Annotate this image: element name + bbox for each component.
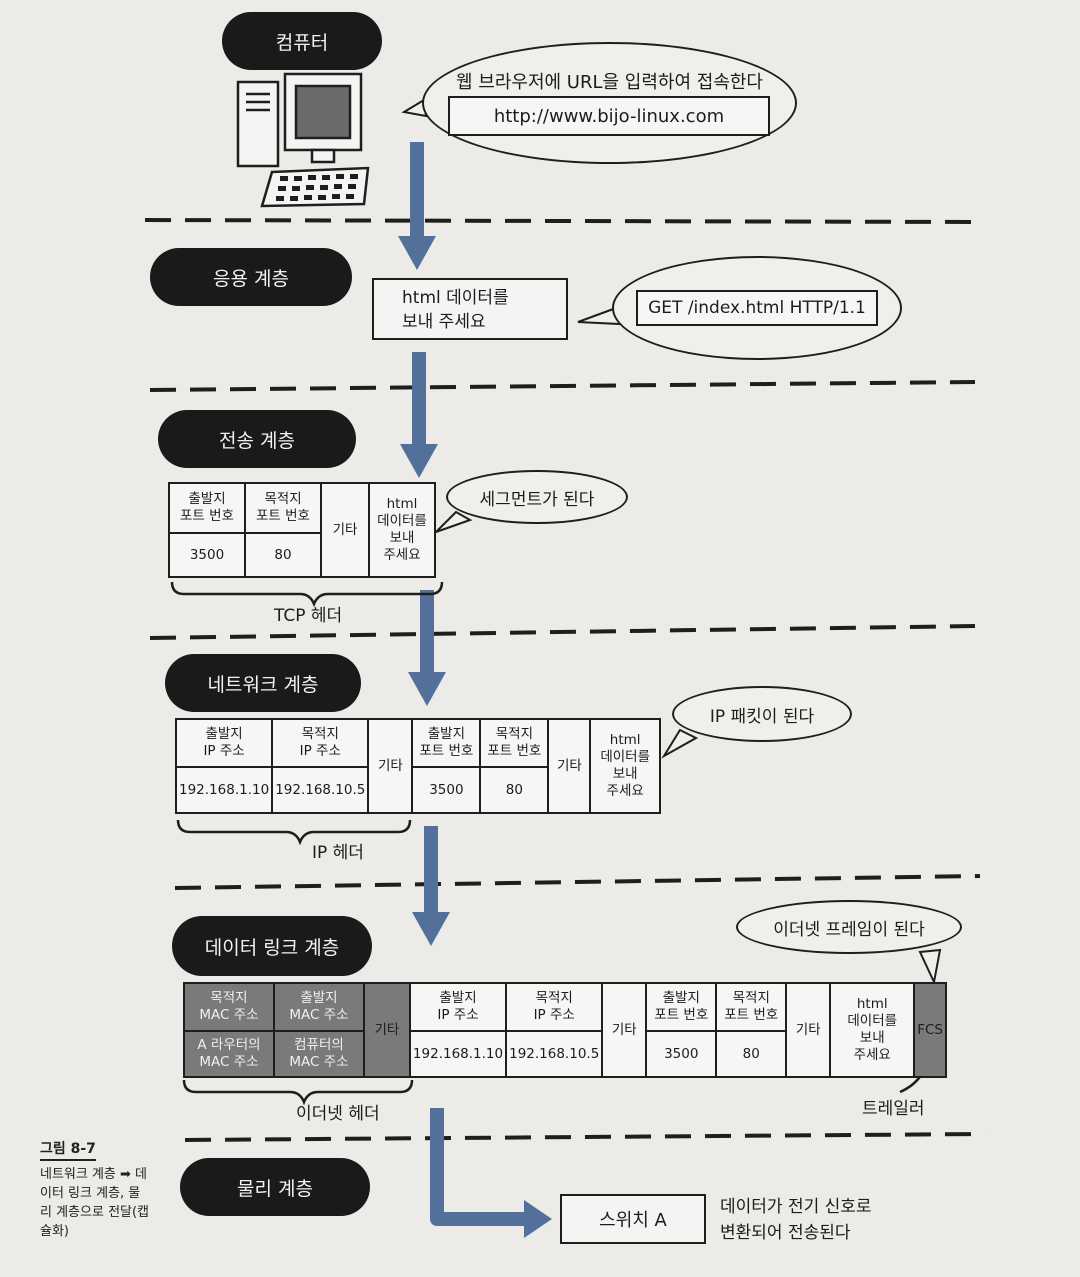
arrow-5-head	[524, 1200, 552, 1238]
ip-packet: 출발지 IP 주소 목적지 IP 주소 기타 출발지 포트 번호 목적지 포트 번호 기…	[174, 718, 661, 814]
caption-line-4: 슐화)	[40, 1224, 69, 1239]
arrow-5-shaft	[430, 1108, 528, 1226]
src-port-header: 출발지 포트 번호	[168, 482, 246, 534]
dst-ip-header: 목적지 IP 주소	[271, 718, 370, 768]
http-bubble: GET /index.html HTTP/1.1	[612, 256, 902, 360]
url-bubble-text: 웹 브라우저에 URL을 입력하여 접속한다	[456, 72, 763, 93]
request-line-2: 보내 주세요	[402, 312, 486, 332]
dst-mac-value: A 라우터의 MAC 주소	[183, 1030, 275, 1078]
segment-bubble: 세그먼트가 된다	[446, 470, 628, 524]
layer-network: 네트워크 계층	[165, 654, 361, 712]
src-mac-header: 출발지 MAC 주소	[272, 982, 365, 1032]
dst-port-value: 80	[244, 532, 322, 578]
packet-tcp-other: 기타	[547, 718, 592, 814]
ethernet-frame: 목적지 MAC 주소 출발지 MAC 주소 기타 출발지 IP 주소 목적지 IP 주소…	[183, 982, 947, 1078]
tcp-header-brace	[170, 581, 444, 608]
url-box: http://www.bijo-linux.com	[448, 96, 770, 136]
separator-3	[149, 624, 976, 640]
layer-transport: 전송 계층	[158, 410, 356, 468]
packet-dst-port-value: 80	[479, 766, 550, 814]
ethernet-header-brace	[182, 1079, 414, 1106]
physical-note-2: 변환되어 전송된다	[720, 1223, 851, 1243]
caption-line-2: 이터 링크 계층, 물	[40, 1186, 141, 1201]
packet-src-port-header: 출발지 포트 번호	[411, 718, 482, 768]
frame-other: 기타	[362, 982, 411, 1078]
frame-src-port-value: 3500	[645, 1030, 718, 1078]
src-ip-header: 출발지 IP 주소	[174, 718, 274, 768]
arrow-4-shaft	[424, 826, 438, 916]
physical-note-1: 데이터가 전기 신호로	[720, 1197, 872, 1217]
frame-dst-ip-header: 목적지 IP 주소	[505, 982, 604, 1032]
http-request-box: GET /index.html HTTP/1.1	[636, 290, 878, 326]
layer-physical: 물리 계층	[180, 1158, 370, 1216]
caption-line-3: 리 계층으로 전달(캡	[40, 1205, 150, 1220]
frame-tcp-other: 기타	[785, 982, 832, 1078]
dst-port-header: 목적지 포트 번호	[244, 482, 322, 534]
fcs-cell: FCS	[913, 982, 947, 1078]
ip-header-label: IP 헤더	[312, 843, 364, 863]
computer-illustration	[236, 72, 370, 208]
ip-other: 기타	[367, 718, 414, 814]
url-bubble: 웹 브라우저에 URL을 입력하여 접속한다 http://www.bijo-l…	[422, 42, 797, 164]
layer-datalink: 데이터 링크 계층	[172, 916, 372, 976]
figure-number: 그림 8-7	[40, 1140, 96, 1161]
ethernet-header-label: 이더넷 헤더	[296, 1104, 380, 1124]
layer-application: 응용 계층	[150, 248, 352, 306]
dst-ip-value: 192.168.10.5	[271, 766, 370, 814]
frame-ip-other: 기타	[601, 982, 648, 1078]
ip-header-brace	[176, 819, 412, 846]
src-ip-value: 192.168.1.10	[174, 766, 274, 814]
request-box: html 데이터를 보내 주세요	[372, 278, 568, 340]
frame-dst-ip-value: 192.168.10.5	[505, 1030, 604, 1078]
arrow-4-head	[412, 912, 450, 946]
frame-bubble-tail	[918, 948, 942, 986]
figure-caption: 그림 8-7 네트워크 계층 ➡ 데 이터 링크 계층, 물 리 계층으로 전달…	[40, 1140, 149, 1241]
separator-4	[174, 874, 981, 890]
separator-2	[149, 380, 976, 392]
segment-bubble-tail	[435, 510, 473, 533]
frame-src-ip-value: 192.168.1.10	[408, 1030, 508, 1078]
arrow-3-head	[408, 672, 446, 706]
arrow-2-head	[400, 444, 438, 478]
switch-box: 스위치 A	[560, 1194, 706, 1244]
request-line-1: html 데이터를	[402, 288, 509, 308]
separator-1	[144, 218, 976, 224]
packet-bubble-tail	[661, 728, 699, 759]
tcp-other: 기타	[320, 482, 370, 578]
trailer-label: 트레일러	[862, 1099, 925, 1119]
arrow-2-shaft	[412, 352, 426, 448]
frame-src-ip-header: 출발지 IP 주소	[408, 982, 508, 1032]
packet-data: html 데이터를 보내 주세요	[589, 718, 661, 814]
physical-note: 데이터가 전기 신호로 변환되어 전송된다	[720, 1194, 872, 1246]
separator-5	[184, 1132, 986, 1142]
tcp-header-label: TCP 헤더	[274, 606, 343, 626]
packet-dst-port-header: 목적지 포트 번호	[479, 718, 550, 768]
tcp-segment: 출발지 포트 번호 목적지 포트 번호 기타 html 데이터를 보내 주세요 3500 …	[168, 482, 436, 578]
frame-data: html 데이터를 보내 주세요	[829, 982, 916, 1078]
packet-src-port-value: 3500	[411, 766, 482, 814]
arrow-3-shaft	[420, 590, 434, 676]
packet-bubble: IP 패킷이 된다	[672, 686, 852, 742]
frame-src-port-header: 출발지 포트 번호	[645, 982, 718, 1032]
src-port-value: 3500	[168, 532, 246, 578]
frame-bubble: 이더넷 프레임이 된다	[736, 900, 962, 954]
layer-computer: 컴퓨터	[222, 12, 382, 70]
dst-mac-header: 목적지 MAC 주소	[183, 982, 275, 1032]
frame-dst-port-value: 80	[715, 1030, 788, 1078]
segment-data: html 데이터를 보내 주세요	[368, 482, 436, 578]
caption-line-1: 네트워크 계층 ➡ 데	[40, 1167, 148, 1182]
src-mac-value: 컴퓨터의 MAC 주소	[272, 1030, 365, 1078]
frame-dst-port-header: 목적지 포트 번호	[715, 982, 788, 1032]
arrow-1-head	[398, 236, 436, 270]
arrow-1-shaft	[410, 142, 424, 240]
